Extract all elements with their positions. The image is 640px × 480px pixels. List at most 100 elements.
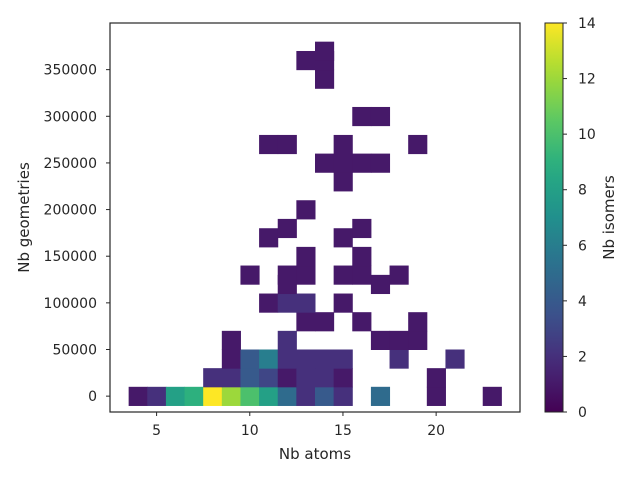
heatmap-cell (352, 218, 372, 239)
heatmap-cell (296, 265, 316, 285)
x-axis-label: Nb atoms (279, 445, 351, 463)
heatmap-cell (408, 134, 428, 155)
heatmap-cell (333, 349, 353, 369)
colorbar-tick-label: 0 (578, 405, 587, 421)
heatmap-cell (370, 106, 391, 127)
heatmap-cell (370, 153, 391, 173)
heatmap-cell (352, 246, 372, 267)
heatmap-cell (277, 265, 297, 285)
heatmap-cell (389, 349, 409, 369)
heatmap-cell (259, 134, 279, 155)
heatmap-cell (315, 386, 335, 406)
y-tick-label: 100000 (44, 296, 97, 312)
y-tick-label: 0 (88, 389, 97, 405)
heatmap-cell (482, 386, 502, 406)
heatmap-cell (315, 368, 335, 388)
heatmap-cell (389, 330, 409, 350)
heatmap-cell (277, 134, 297, 155)
heatmap-cell (259, 368, 279, 388)
heatmap-cell (277, 293, 297, 313)
heatmap-cell (426, 386, 446, 406)
heatmap-cell (240, 368, 260, 388)
colorbar-label: Nb isomers (600, 175, 618, 260)
heatmap-cell (277, 218, 297, 239)
heatmap-cell (221, 368, 241, 388)
heatmap-cell (315, 153, 335, 173)
heatmap-cell (203, 368, 223, 388)
heatmap-cell (296, 386, 316, 406)
heatmap-cell (296, 312, 316, 332)
heatmap-cell (277, 386, 297, 406)
heatmap-cell (296, 50, 316, 71)
heatmap-cell (408, 330, 428, 350)
y-tick-label: 50000 (52, 342, 97, 358)
heatmap-cell (277, 349, 297, 369)
heatmap-cell (445, 349, 465, 369)
heatmap-cell (333, 228, 353, 248)
heatmap-cell (277, 330, 297, 350)
y-tick-label: 200000 (44, 203, 97, 219)
heatmap-cell (426, 368, 446, 388)
y-tick-label: 250000 (44, 156, 97, 172)
heatmap-cell (333, 265, 353, 285)
heatmap-cell (315, 312, 335, 332)
heatmap-cell (147, 386, 167, 406)
colorbar-tick-label: 12 (578, 72, 596, 88)
colorbar-tick-label: 6 (578, 238, 587, 254)
heatmap-cell (221, 349, 241, 369)
colorbar (544, 22, 564, 413)
colorbar-tick-label: 10 (578, 127, 596, 143)
heatmap-cell (333, 386, 353, 406)
heatmap-cell (352, 153, 372, 173)
colorbar-tick-label: 4 (578, 294, 587, 310)
heatmap-cell (259, 293, 279, 313)
heatmap-cell (296, 200, 316, 220)
heatmap-cell (370, 274, 391, 295)
heatmap-cell (296, 293, 316, 313)
heatmap-cell (259, 228, 279, 248)
x-tick-label: 20 (427, 423, 445, 439)
y-tick-label: 150000 (44, 249, 97, 265)
x-tick-label: 5 (152, 423, 161, 439)
y-tick-label: 300000 (44, 109, 97, 125)
heatmap-cell (333, 293, 353, 313)
heatmap-cell (352, 106, 372, 127)
heatmap-cell (277, 368, 297, 388)
heatmap-cell (352, 312, 372, 332)
y-axis-label: Nb geometries (15, 162, 33, 273)
heatmap-cell (259, 386, 279, 406)
x-tick-label: 15 (334, 423, 352, 439)
heatmap-cell (240, 349, 260, 369)
heatmap-cell (165, 386, 186, 406)
heatmap-cell (221, 386, 241, 406)
heatmap-cell (128, 386, 148, 406)
heatmap-cell (333, 153, 353, 173)
colorbar-tick-label: 2 (578, 349, 587, 365)
x-tick-label: 10 (241, 423, 259, 439)
heatmap-cell (370, 386, 391, 406)
heatmap-cell (203, 386, 223, 406)
heatmap-cell (333, 134, 353, 155)
heatmap-cell (315, 41, 335, 61)
heatmap-cell (240, 265, 260, 285)
heatmap-cell (408, 312, 428, 332)
heatmap-cell (370, 330, 391, 350)
y-tick-label: 350000 (44, 63, 97, 79)
heatmap-cell (296, 246, 316, 267)
heatmap-cell (296, 349, 316, 369)
heatmap-cell (315, 69, 335, 89)
heatmap-cell (296, 368, 316, 388)
heatmap-cell (315, 349, 335, 369)
heatmap-cell (333, 368, 353, 388)
heatmap-cell (333, 172, 353, 192)
heatmap-cell (240, 386, 260, 406)
heatmap-cell (259, 349, 279, 369)
heatmap-cell (389, 265, 409, 285)
heatmap-cell (352, 265, 372, 285)
heatmap-cell (221, 330, 241, 350)
plot-frame (109, 22, 521, 413)
colorbar-tick-label: 14 (578, 16, 596, 32)
heatmap-cell (184, 386, 204, 406)
